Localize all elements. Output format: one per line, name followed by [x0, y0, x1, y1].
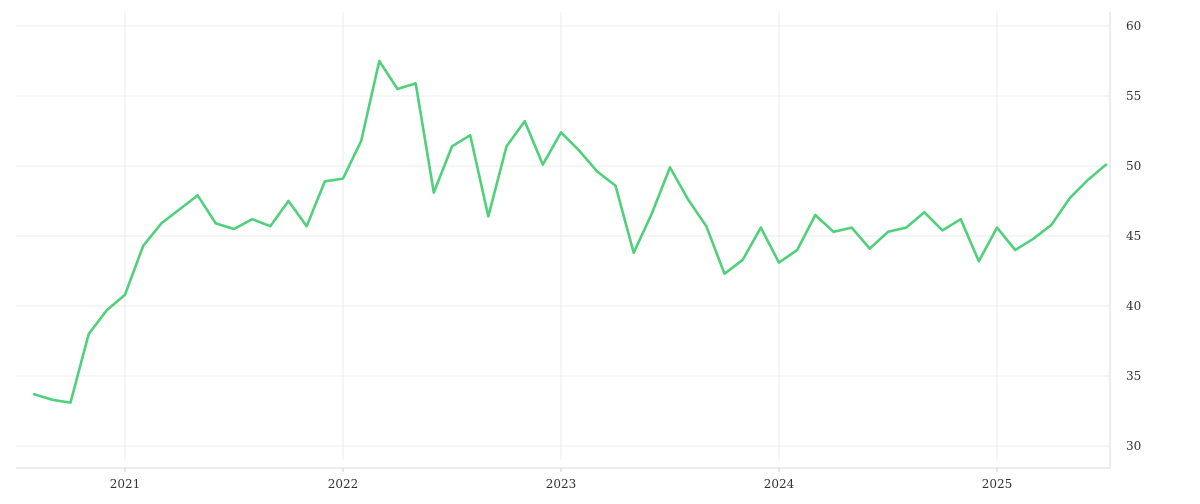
y-tick-label: 40: [1126, 299, 1141, 313]
series-line: [32, 59, 1108, 404]
y-tick-label: 60: [1126, 19, 1141, 33]
y-tick-label: 55: [1126, 89, 1141, 103]
axis-layer: [16, 12, 1111, 472]
y-tick-label: 45: [1126, 229, 1141, 243]
x-tick-label: 2024: [764, 477, 795, 491]
x-tick-label: 2025: [982, 477, 1013, 491]
y-tick-label: 50: [1126, 159, 1141, 173]
x-tick-label: 2022: [328, 477, 359, 491]
grid-layer: [16, 12, 1110, 460]
y-tick-label: 35: [1126, 369, 1141, 383]
y-tick-label: 30: [1126, 439, 1141, 453]
series-layer: [32, 59, 1108, 404]
label-layer: 30 35 40 45 50 55 60 2021 2022 2023 2024 2025: [110, 19, 1142, 491]
x-tick-label: 2021: [110, 477, 141, 491]
x-tick-label: 2023: [546, 477, 577, 491]
